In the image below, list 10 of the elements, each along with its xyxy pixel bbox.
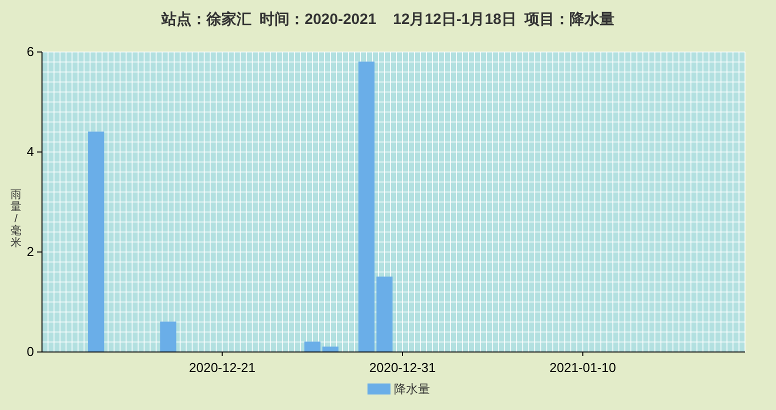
legend-label: 降水量 [394, 382, 430, 396]
y-tick-label: 0 [26, 344, 34, 359]
x-tick-label: 2020-12-21 [189, 360, 256, 375]
x-tick-label: 2020-12-31 [369, 360, 436, 375]
y-tick-label: 4 [26, 144, 34, 159]
y-tick-label: 6 [26, 44, 34, 59]
x-tick-label: 2021-01-10 [550, 360, 616, 375]
chart-title: 站点：徐家汇 时间：2020-2021 12月12日-1月18日 项目：降水量 [160, 10, 615, 28]
y-tick-label: 2 [26, 244, 34, 259]
y-axis-title: 雨量/毫米 [10, 189, 22, 249]
